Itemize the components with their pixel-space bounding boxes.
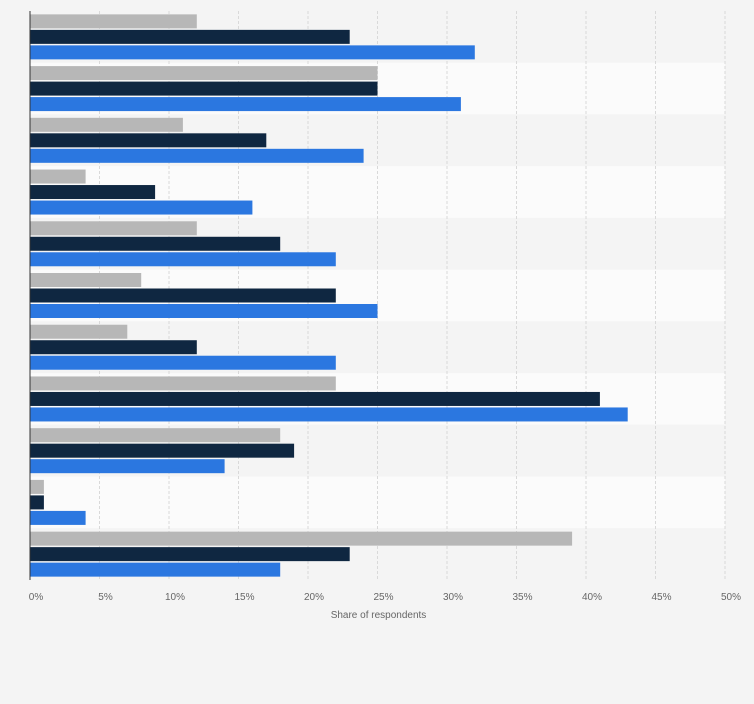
x-tick-labels: 0% 5% 10% 15% 20% 25% 30% 35% 40% 45% 50% [29, 592, 741, 603]
bar [30, 459, 225, 474]
bar [30, 479, 44, 494]
x-tick-label: 0% [29, 592, 44, 603]
bar [30, 97, 461, 112]
bar [30, 169, 86, 184]
x-tick-label: 15% [234, 592, 254, 603]
bar [30, 45, 475, 60]
bar [30, 288, 336, 303]
x-tick-label: 45% [651, 592, 671, 603]
x-tick-label: 5% [98, 592, 113, 603]
x-tick-label: 10% [165, 592, 185, 603]
x-tick-label: 30% [443, 592, 463, 603]
bar [30, 562, 281, 577]
bar [30, 66, 378, 81]
bar [30, 221, 197, 236]
x-axis-label: Share of respondents [331, 610, 427, 621]
x-tick-label: 20% [304, 592, 324, 603]
bar [30, 355, 336, 370]
bar [30, 510, 86, 525]
bar [30, 81, 378, 96]
x-tick-label: 35% [512, 592, 532, 603]
bar [30, 185, 156, 200]
bar [30, 29, 350, 44]
x-tick-label: 40% [582, 592, 602, 603]
bar [30, 117, 183, 132]
bar [30, 14, 197, 29]
x-tick-label: 25% [373, 592, 393, 603]
bar [30, 376, 336, 391]
bar [30, 324, 128, 339]
bar [30, 391, 600, 406]
bar [30, 304, 378, 318]
bar [30, 252, 336, 267]
bar [30, 547, 350, 562]
bar [30, 236, 281, 251]
bar [30, 443, 295, 458]
bar [30, 340, 197, 355]
bar [30, 531, 573, 546]
bar [30, 273, 142, 287]
bar [30, 200, 253, 215]
bar [30, 495, 44, 510]
bar [30, 428, 281, 443]
x-tick-label: 50% [721, 592, 741, 603]
bar [30, 407, 628, 422]
bar [30, 133, 267, 148]
bars [30, 14, 628, 577]
bar [30, 148, 364, 163]
